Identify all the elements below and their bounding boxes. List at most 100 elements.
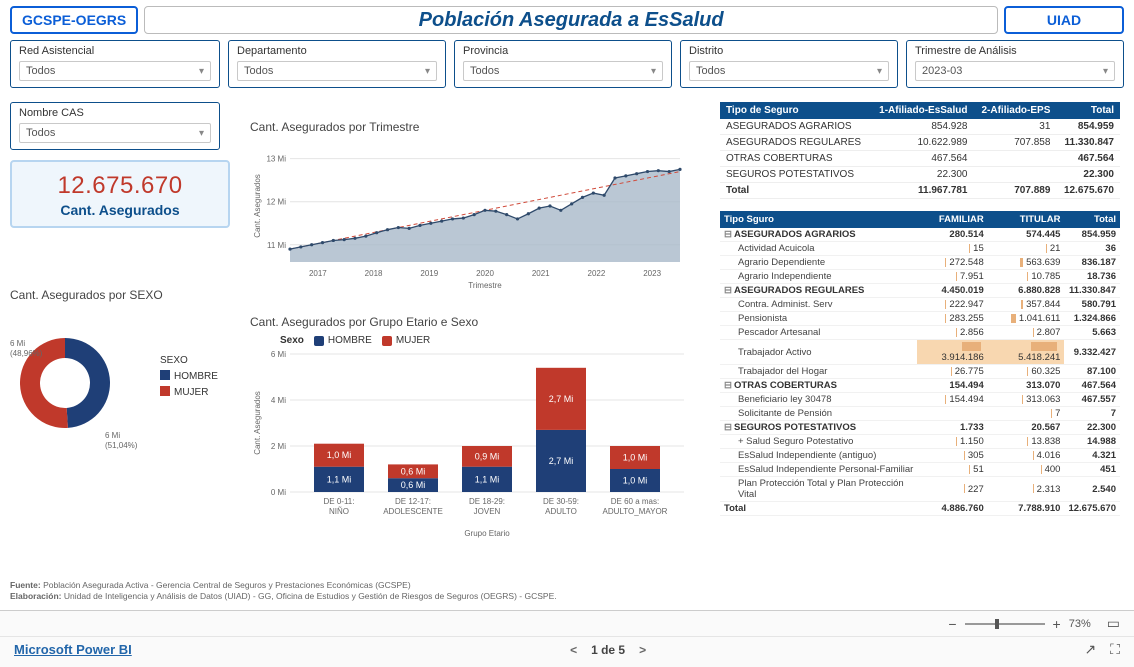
- table-row[interactable]: Pescador Artesanal2.8562.8075.663: [720, 326, 1120, 340]
- svg-text:JOVEN: JOVEN: [474, 507, 501, 516]
- page-prev[interactable]: <: [570, 643, 577, 657]
- page-indicator: 1 de 5: [591, 643, 625, 657]
- svg-text:6 Mi: 6 Mi: [105, 431, 120, 440]
- table-row[interactable]: Trabajador Activo3.914.1865.418.2419.332…: [720, 340, 1120, 365]
- chevron-down-icon: ▾: [651, 66, 656, 77]
- table-row[interactable]: Trabajador del Hogar26.77560.32587.100: [720, 365, 1120, 379]
- table-group-row[interactable]: ⊟OTRAS COBERTURAS154.494313.070467.564: [720, 379, 1120, 393]
- chevron-down-icon: ▾: [877, 66, 882, 77]
- svg-text:MUJER: MUJER: [174, 387, 208, 398]
- svg-text:0,6 Mi: 0,6 Mi: [401, 480, 426, 490]
- table-row[interactable]: Pensionista283.2551.041.6111.324.866: [720, 312, 1120, 326]
- filter-dist-select[interactable]: Todos ▾: [689, 61, 889, 81]
- filter-cas-value: Todos: [26, 127, 55, 139]
- page-next[interactable]: >: [639, 643, 646, 657]
- filter-dep-select[interactable]: Todos ▾: [237, 61, 437, 81]
- svg-text:11 Mi: 11 Mi: [267, 241, 286, 250]
- bar-chart-legend: SexoHOMBREMUJER: [280, 335, 705, 346]
- kpi-label: Cant. Asegurados: [18, 202, 222, 218]
- table-row[interactable]: EsSalud Independiente (antiguo)3054.0164…: [720, 449, 1120, 463]
- table-tipo-seguro[interactable]: Tipo de Seguro1-Afiliado-EsSalud2-Afilia…: [720, 102, 1120, 199]
- svg-text:4 Mi: 4 Mi: [271, 396, 286, 405]
- svg-text:2023: 2023: [643, 269, 661, 278]
- bar-chart-title: Cant. Asegurados por Grupo Etario e Sexo: [250, 315, 705, 329]
- svg-text:DE 60 a mas:: DE 60 a mas:: [611, 497, 659, 506]
- zoom-out-button[interactable]: −: [948, 616, 956, 632]
- org-badge-right[interactable]: UIAD: [1004, 6, 1124, 34]
- svg-text:2020: 2020: [476, 269, 494, 278]
- svg-text:ADULTO: ADULTO: [545, 507, 577, 516]
- svg-text:6 Mi: 6 Mi: [10, 339, 25, 348]
- chevron-down-icon: ▾: [199, 66, 204, 77]
- table-row[interactable]: + Salud Seguro Potestativo1.15013.83814.…: [720, 435, 1120, 449]
- filter-red-select[interactable]: Todos ▾: [19, 61, 211, 81]
- filter-cas: Nombre CAS Todos ▾: [10, 102, 220, 150]
- svg-text:2022: 2022: [588, 269, 606, 278]
- fit-page-icon[interactable]: ▭: [1107, 615, 1120, 632]
- filter-cas-select[interactable]: Todos ▾: [19, 123, 211, 143]
- svg-text:12 Mi: 12 Mi: [266, 198, 286, 207]
- table-row[interactable]: Agrario Independiente7.95110.78518.736: [720, 270, 1120, 284]
- bar-chart[interactable]: 0 Mi2 Mi4 Mi6 Mi1,1 Mi1,0 MiDE 0-11:NIÑO…: [250, 348, 705, 541]
- table-row[interactable]: Solicitante de Pensión77: [720, 407, 1120, 421]
- table-total-row: Total11.967.781707.88912.675.670: [720, 183, 1120, 199]
- filter-prov: Provincia Todos ▾: [454, 40, 672, 88]
- zoom-in-button[interactable]: +: [1053, 616, 1061, 632]
- zoom-slider[interactable]: [965, 623, 1045, 625]
- svg-text:0,6 Mi: 0,6 Mi: [401, 466, 426, 476]
- svg-text:DE 18-29:: DE 18-29:: [469, 497, 505, 506]
- filter-prov-select[interactable]: Todos ▾: [463, 61, 663, 81]
- sexo-donut-chart[interactable]: 6 Mi(48,96%)6 Mi(51,04%)SEXOHOMBREMUJER: [10, 308, 230, 481]
- svg-text:Grupo Etario: Grupo Etario: [464, 529, 510, 538]
- svg-text:2,7 Mi: 2,7 Mi: [549, 394, 574, 404]
- filter-red: Red Asistencial Todos ▾: [10, 40, 220, 88]
- share-icon[interactable]: ↗: [1084, 641, 1096, 658]
- table-row[interactable]: Actividad Acuicola152136: [720, 242, 1120, 256]
- zoom-level: 73%: [1069, 618, 1091, 630]
- filter-red-label: Red Asistencial: [19, 45, 211, 57]
- filter-trim-select[interactable]: 2023-03 ▾: [915, 61, 1115, 81]
- table-row[interactable]: OTRAS COBERTURAS467.564467.564: [720, 151, 1120, 167]
- svg-text:Trimestre: Trimestre: [468, 281, 502, 290]
- table-row[interactable]: SEGUROS POTESTATIVOS22.30022.300: [720, 167, 1120, 183]
- svg-text:DE 0-11:: DE 0-11:: [324, 497, 355, 506]
- svg-text:SEXO: SEXO: [160, 355, 188, 366]
- table-row[interactable]: Contra. Administ. Serv222.947357.844580.…: [720, 298, 1120, 312]
- footer-source: Fuente: Población Asegurada Activa - Ger…: [10, 580, 557, 602]
- svg-text:1,0 Mi: 1,0 Mi: [623, 453, 648, 463]
- line-chart[interactable]: 11 Mi12 Mi13 Mi2017201820192020202120222…: [250, 140, 705, 293]
- svg-text:(48,96%): (48,96%): [10, 349, 43, 358]
- table-row[interactable]: ASEGURADOS AGRARIOS854.92831854.959: [720, 119, 1120, 135]
- report-title: Población Asegurada a EsSalud: [144, 6, 998, 34]
- page-navigator: < 1 de 5 >: [570, 643, 646, 657]
- powerbi-link[interactable]: Microsoft Power BI: [14, 642, 132, 657]
- table-group-row[interactable]: ⊟SEGUROS POTESTATIVOS1.73320.56722.300: [720, 421, 1120, 435]
- filter-trim-value: 2023-03: [922, 65, 962, 77]
- svg-text:(51,04%): (51,04%): [105, 441, 138, 450]
- filter-dep-label: Departamento: [237, 45, 437, 57]
- fullscreen-icon[interactable]: ⛶: [1110, 641, 1120, 658]
- svg-text:Cant. Asegurados: Cant. Asegurados: [253, 174, 262, 238]
- svg-text:0,9 Mi: 0,9 Mi: [475, 451, 500, 461]
- filter-prov-value: Todos: [470, 65, 499, 77]
- org-badge-left[interactable]: GCSPE-OEGRS: [10, 6, 138, 34]
- filter-dep-value: Todos: [244, 65, 273, 77]
- table-row[interactable]: Beneficiario ley 30478154.494313.063467.…: [720, 393, 1120, 407]
- svg-text:2 Mi: 2 Mi: [271, 442, 286, 451]
- svg-text:2018: 2018: [365, 269, 383, 278]
- table-group-row[interactable]: ⊟ASEGURADOS REGULARES4.450.0196.880.8281…: [720, 284, 1120, 298]
- sexo-chart-title: Cant. Asegurados por SEXO: [10, 288, 230, 302]
- filter-trim-label: Trimestre de Análisis: [915, 45, 1115, 57]
- table-row[interactable]: Plan Protección Total y Plan Protección …: [720, 477, 1120, 502]
- table-row[interactable]: EsSalud Independiente Personal-Familiar5…: [720, 463, 1120, 477]
- chevron-down-icon: ▾: [1103, 66, 1108, 77]
- table-group-row[interactable]: ⊟ASEGURADOS AGRARIOS280.514574.445854.95…: [720, 228, 1120, 242]
- table-tipo-seguro-detail[interactable]: Tipo SguroFAMILIARTITULARTotal⊟ASEGURADO…: [720, 211, 1120, 516]
- svg-text:DE 30-59:: DE 30-59:: [543, 497, 579, 506]
- donut-svg: 6 Mi(48,96%)6 Mi(51,04%)SEXOHOMBREMUJER: [10, 308, 230, 478]
- table-row[interactable]: ASEGURADOS REGULARES10.622.989707.85811.…: [720, 135, 1120, 151]
- filter-dist-value: Todos: [696, 65, 725, 77]
- table-row[interactable]: Agrario Dependiente272.548563.639836.187: [720, 256, 1120, 270]
- filter-dep: Departamento Todos ▾: [228, 40, 446, 88]
- svg-text:2021: 2021: [532, 269, 550, 278]
